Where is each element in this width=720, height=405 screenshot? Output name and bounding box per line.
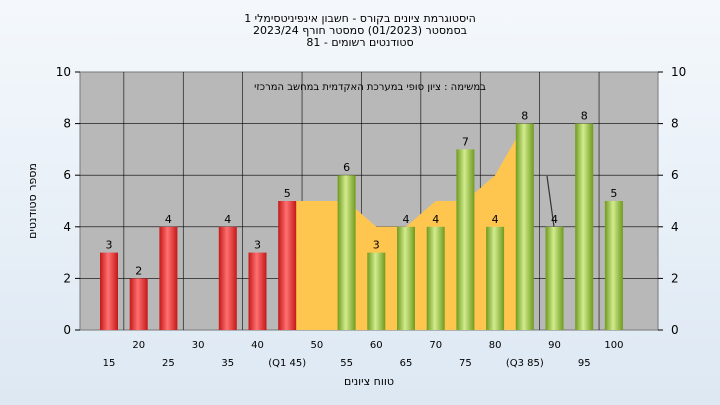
- x-tick-label-30: 30: [192, 340, 205, 351]
- bar-40: [248, 252, 267, 330]
- y-tick-label-right: 4: [671, 220, 679, 234]
- bar-layer: [100, 123, 623, 330]
- value-label-70: 4: [432, 213, 439, 226]
- chart-title-line-2: בסמסטר (01/2023) סמסטר חורף 2023/24: [253, 24, 467, 37]
- chart-title-line-1: היסטוגרמת ציונים בקורס - חשבון אינפיניטס…: [244, 12, 476, 25]
- x-tick-label-70: 70: [429, 340, 442, 351]
- x-tick-label-85: (Q3 85): [506, 358, 544, 369]
- bar-80: [486, 226, 505, 330]
- x-tick-label-20: 20: [132, 340, 145, 351]
- y-tick-label-left: 2: [63, 271, 71, 285]
- x-tick-label-65: 65: [400, 358, 413, 369]
- y-tick-label-left: 4: [63, 220, 71, 234]
- bar-20: [129, 278, 148, 330]
- value-label-95: 8: [581, 110, 588, 123]
- value-labels: 3 2 4 4 3 5 6 3 4 4 7 4 8 4 8 5: [106, 110, 618, 278]
- x-tick-label-15: 15: [103, 358, 116, 369]
- y-axis-left: 0 2 4 6 8 10: [56, 65, 80, 337]
- x-axis-label: טווח ציונים: [344, 375, 394, 388]
- x-tick-label-45: (Q1 45): [268, 358, 306, 369]
- value-label-85: 8: [521, 110, 528, 123]
- value-label-65: 4: [403, 213, 410, 226]
- y-tick-label-left: 0: [63, 323, 71, 337]
- bar-100: [604, 201, 623, 330]
- bar-85: [515, 123, 534, 330]
- bar-95: [575, 123, 594, 330]
- y-tick-label-right: 0: [671, 323, 679, 337]
- value-label-20: 2: [135, 264, 142, 277]
- y-tick-label-right: 6: [671, 168, 679, 182]
- x-tick-label-80: 80: [489, 340, 502, 351]
- value-label-55: 6: [343, 161, 350, 174]
- y-axis-right: 0 2 4 6 8 10: [658, 65, 686, 337]
- x-tick-label-35: 35: [221, 358, 234, 369]
- x-tick-label-50: 50: [311, 340, 324, 351]
- y-tick-label-right: 10: [671, 65, 686, 79]
- value-label-25: 4: [165, 213, 172, 226]
- y-tick-label-left: 6: [63, 168, 71, 182]
- value-label-60: 3: [373, 239, 380, 252]
- chart-title-line-3: סטודנטים רשומים - 81: [306, 36, 413, 49]
- x-tick-label-60: 60: [370, 340, 383, 351]
- bar-35: [218, 226, 237, 330]
- x-tick-label-75: 75: [459, 358, 472, 369]
- bar-75: [456, 149, 475, 330]
- value-label-15: 3: [106, 239, 113, 252]
- x-axis: 15 20 25 30 35 40 (Q1 45) 50 55 60 65 70 75 80 (Q3 85)…: [103, 340, 624, 369]
- y-tick-label-left: 10: [56, 65, 71, 79]
- plot-subtitle: במשימה : ציון סופי במערכת האקדמית במחשב …: [254, 82, 486, 93]
- x-tick-label-40: 40: [251, 340, 264, 351]
- x-tick-label-95: 95: [578, 358, 591, 369]
- x-tick-label-90: 90: [548, 340, 561, 351]
- bar-90: [545, 226, 564, 330]
- bar-65: [397, 226, 415, 330]
- value-label-40: 3: [254, 239, 261, 252]
- bar-70: [426, 226, 445, 330]
- y-tick-label-right: 8: [671, 117, 679, 131]
- bar-45: [278, 201, 297, 330]
- value-label-100: 5: [610, 187, 617, 200]
- bar-55: [337, 175, 356, 330]
- y-axis-label: מספר סטודנטים: [26, 163, 39, 239]
- y-tick-label-right: 2: [671, 271, 679, 285]
- x-tick-label-100: 100: [604, 340, 623, 351]
- x-tick-label-55: 55: [340, 358, 353, 369]
- value-label-45: 5: [284, 187, 291, 200]
- bar-15: [100, 252, 118, 330]
- value-label-80: 4: [492, 213, 499, 226]
- value-label-75: 7: [462, 135, 469, 148]
- x-tick-label-25: 25: [162, 358, 175, 369]
- y-tick-label-left: 8: [63, 117, 71, 131]
- value-label-90: 4: [551, 213, 558, 226]
- bar-60: [367, 252, 386, 330]
- bar-25: [159, 226, 178, 330]
- value-label-35: 4: [224, 213, 231, 226]
